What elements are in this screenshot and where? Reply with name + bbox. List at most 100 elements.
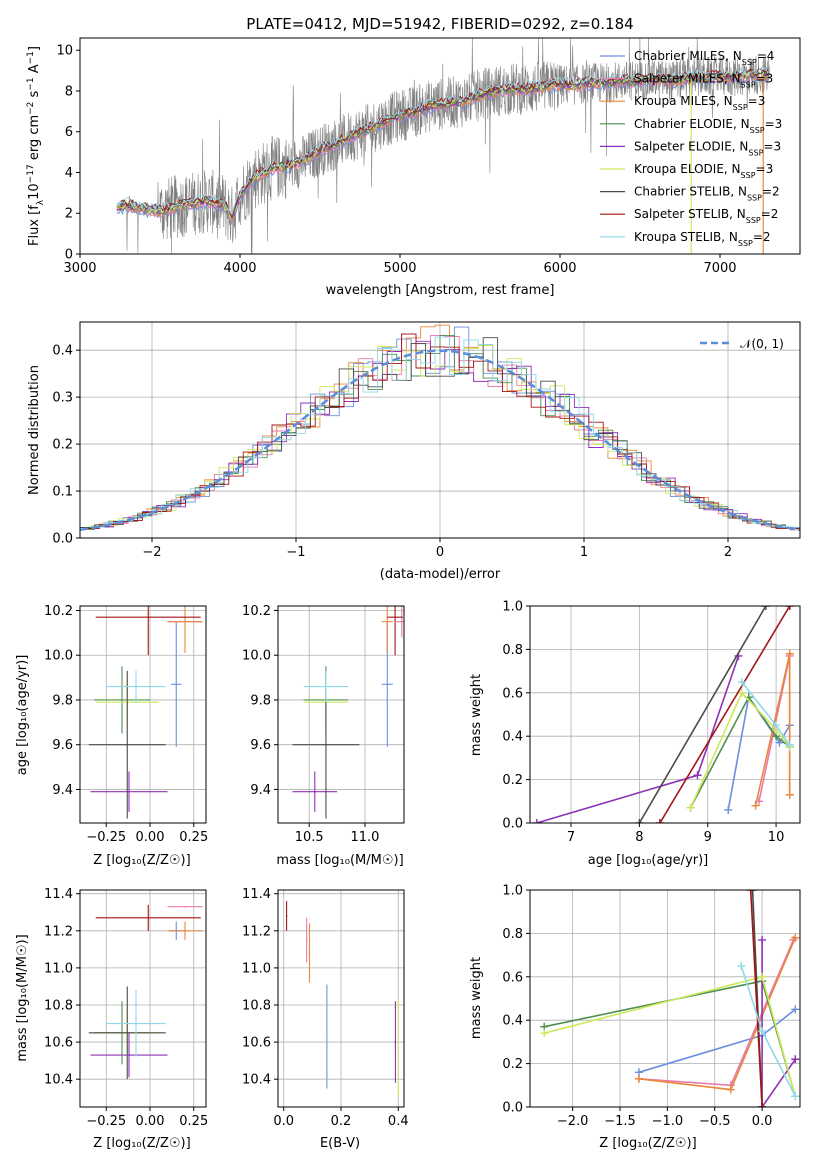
weight-marker <box>791 1005 800 1014</box>
salpeter-stelib-errorbar <box>285 901 288 931</box>
weight-vs-age-ylabel: mass weight <box>469 674 484 756</box>
kroupa-stelib-histogram <box>89 336 800 531</box>
weight-vs-z-ylabel: mass weight <box>469 957 484 1039</box>
x-tick-label: 8 <box>635 830 643 845</box>
y-tick-label: 0.0 <box>502 817 523 832</box>
point-marker <box>184 620 186 623</box>
point-marker <box>147 917 150 919</box>
y-tick-label: 10.4 <box>242 1073 271 1088</box>
weight-line <box>689 691 791 809</box>
weight-marker <box>785 790 794 799</box>
legend-entry: Chabrier ELODIE, NSSP=3 <box>634 117 782 135</box>
y-tick-label: 10.2 <box>242 604 271 619</box>
point-marker <box>175 683 178 686</box>
legend-entry: Chabrier STELIB, NSSP=2 <box>634 185 780 203</box>
spectrum-ylabel: Flux [fλ10−17 erg cm−2 s−1 A−1] <box>26 46 46 246</box>
kroupa-miles-errorbar <box>381 606 393 653</box>
residuals-panel: −2 −1 0 1 2 0.0 0.1 0.2 0.3 0.4 𝒩(0, 1) <box>52 321 801 560</box>
y-tick-label: 11.4 <box>44 887 73 902</box>
salpeter-elodie-errorbar <box>90 771 168 812</box>
weight-marker <box>746 890 755 894</box>
x-tick-label: −2 <box>142 545 161 560</box>
legend-entry: Kroupa STELIB, NSSP=2 <box>634 230 771 248</box>
y-tick-label: 11.0 <box>242 961 271 976</box>
legend-entry: Kroupa ELODIE, NSSP=3 <box>634 162 773 180</box>
salpeter-elodie-errorbar <box>394 1001 397 1083</box>
x-tick-label: 0.25 <box>179 1114 208 1129</box>
x-tick-label: 7 <box>567 830 575 845</box>
kroupa-elodie-errorbar <box>397 999 400 1096</box>
salpeter-miles-errorbar <box>167 905 203 908</box>
observed-spectrum <box>116 37 770 255</box>
x-tick-label: 0.25 <box>179 830 208 845</box>
weight-marker <box>758 972 767 981</box>
x-tick-label: −1 <box>286 545 305 560</box>
residuals-ylabel: Normed distribution <box>27 365 42 495</box>
mass-vs-z-panel: −0.25 0.00 0.25 10.4 10.6 10.8 11.0 11.2 11.4 <box>44 887 208 1129</box>
weight-line <box>638 606 767 823</box>
salpeter-miles-errorbar <box>396 606 404 638</box>
salpeter-miles-errorbar <box>305 917 308 963</box>
x-tick-label: 0.0 <box>273 1114 294 1129</box>
spectrum-legend: Chabrier MILES, NSSP=4 Salpeter MILES, NS… <box>600 49 782 247</box>
weight-vs-age-xlabel: age [log₁₀(age/yr)] <box>588 853 709 868</box>
y-tick-label: 6 <box>65 125 73 140</box>
salpeter-stelib-histogram <box>84 333 800 530</box>
point-marker <box>394 1041 397 1043</box>
weight-marker <box>635 819 644 823</box>
weight-marker <box>737 688 746 697</box>
weight-marker <box>737 961 746 970</box>
normal-curve <box>79 349 801 532</box>
salpeter-stelib-weights <box>655 606 794 823</box>
y-tick-label: 0.8 <box>502 643 523 658</box>
x-tick-label: 0.0 <box>752 1114 773 1129</box>
mass-vs-z-xlabel: Z [log₁₀(Z/Z☉)] <box>93 1136 190 1151</box>
mass-vs-ebv-xlabel: E(B-V) <box>320 1136 360 1151</box>
weight-marker <box>726 1085 735 1094</box>
point-marker <box>397 1046 400 1049</box>
weight-marker <box>724 805 733 814</box>
salpeter-elodie-errorbar <box>90 1032 168 1078</box>
y-tick-label: 11.2 <box>44 924 73 939</box>
age-vs-z-ylabel: age [log₁₀(age/yr)] <box>15 655 30 776</box>
plot-frame <box>529 889 801 1108</box>
y-tick-label: 0.4 <box>502 1014 523 1029</box>
kroupa-stelib-errorbar <box>106 670 166 703</box>
point-marker <box>147 616 150 618</box>
y-tick-label: 10.8 <box>242 998 271 1013</box>
plot-frame <box>79 605 207 824</box>
plot-frame <box>529 605 801 824</box>
point-marker <box>126 743 129 746</box>
salpeter-elodie-weights <box>532 651 743 823</box>
kroupa-miles-weights <box>634 933 800 1094</box>
y-tick-label: 0.4 <box>502 730 523 745</box>
salpeter-stelib-errorbar <box>95 606 201 656</box>
weight-marker <box>655 819 664 823</box>
mass-vs-ebv-panel: 0.0 0.2 0.4 10.4 10.6 10.8 11.0 11.2 11.4 <box>242 887 409 1129</box>
residuals-xlabel: (data-model)/error <box>380 567 501 582</box>
x-tick-label: −1.0 <box>652 1114 684 1129</box>
legend-entry: Salpeter STELIB, NSSP=2 <box>634 207 778 225</box>
point-marker <box>386 683 389 686</box>
point-marker <box>308 952 311 954</box>
y-tick-label: 8 <box>65 84 73 99</box>
weight-marker <box>791 1055 800 1064</box>
plot-frame <box>277 605 405 824</box>
x-tick-label: 7000 <box>703 261 736 276</box>
y-tick-label: 0.2 <box>52 438 73 453</box>
weight-vs-age-panel: 7 8 9 10 0.0 0.2 0.4 0.6 0.8 1.0 <box>502 600 801 845</box>
kroupa-stelib-weights <box>737 961 800 1101</box>
chabrier-elodie-errorbar <box>94 666 150 734</box>
y-tick-label: 10.4 <box>44 1073 73 1088</box>
y-tick-label: 10.2 <box>44 604 73 619</box>
salpeter-elodie-errorbar <box>292 771 338 812</box>
x-tick-label: 0.00 <box>136 1114 165 1129</box>
point-marker <box>285 915 288 917</box>
y-tick-label: 9.8 <box>52 693 73 708</box>
y-tick-label: 11.0 <box>44 961 73 976</box>
normal-legend-label: 𝒩(0, 1) <box>740 337 784 351</box>
y-tick-label: 10.6 <box>242 1036 271 1051</box>
y-tick-label: 1.0 <box>502 600 523 615</box>
y-tick-label: 0.0 <box>502 1101 523 1116</box>
point-marker <box>128 1054 130 1056</box>
